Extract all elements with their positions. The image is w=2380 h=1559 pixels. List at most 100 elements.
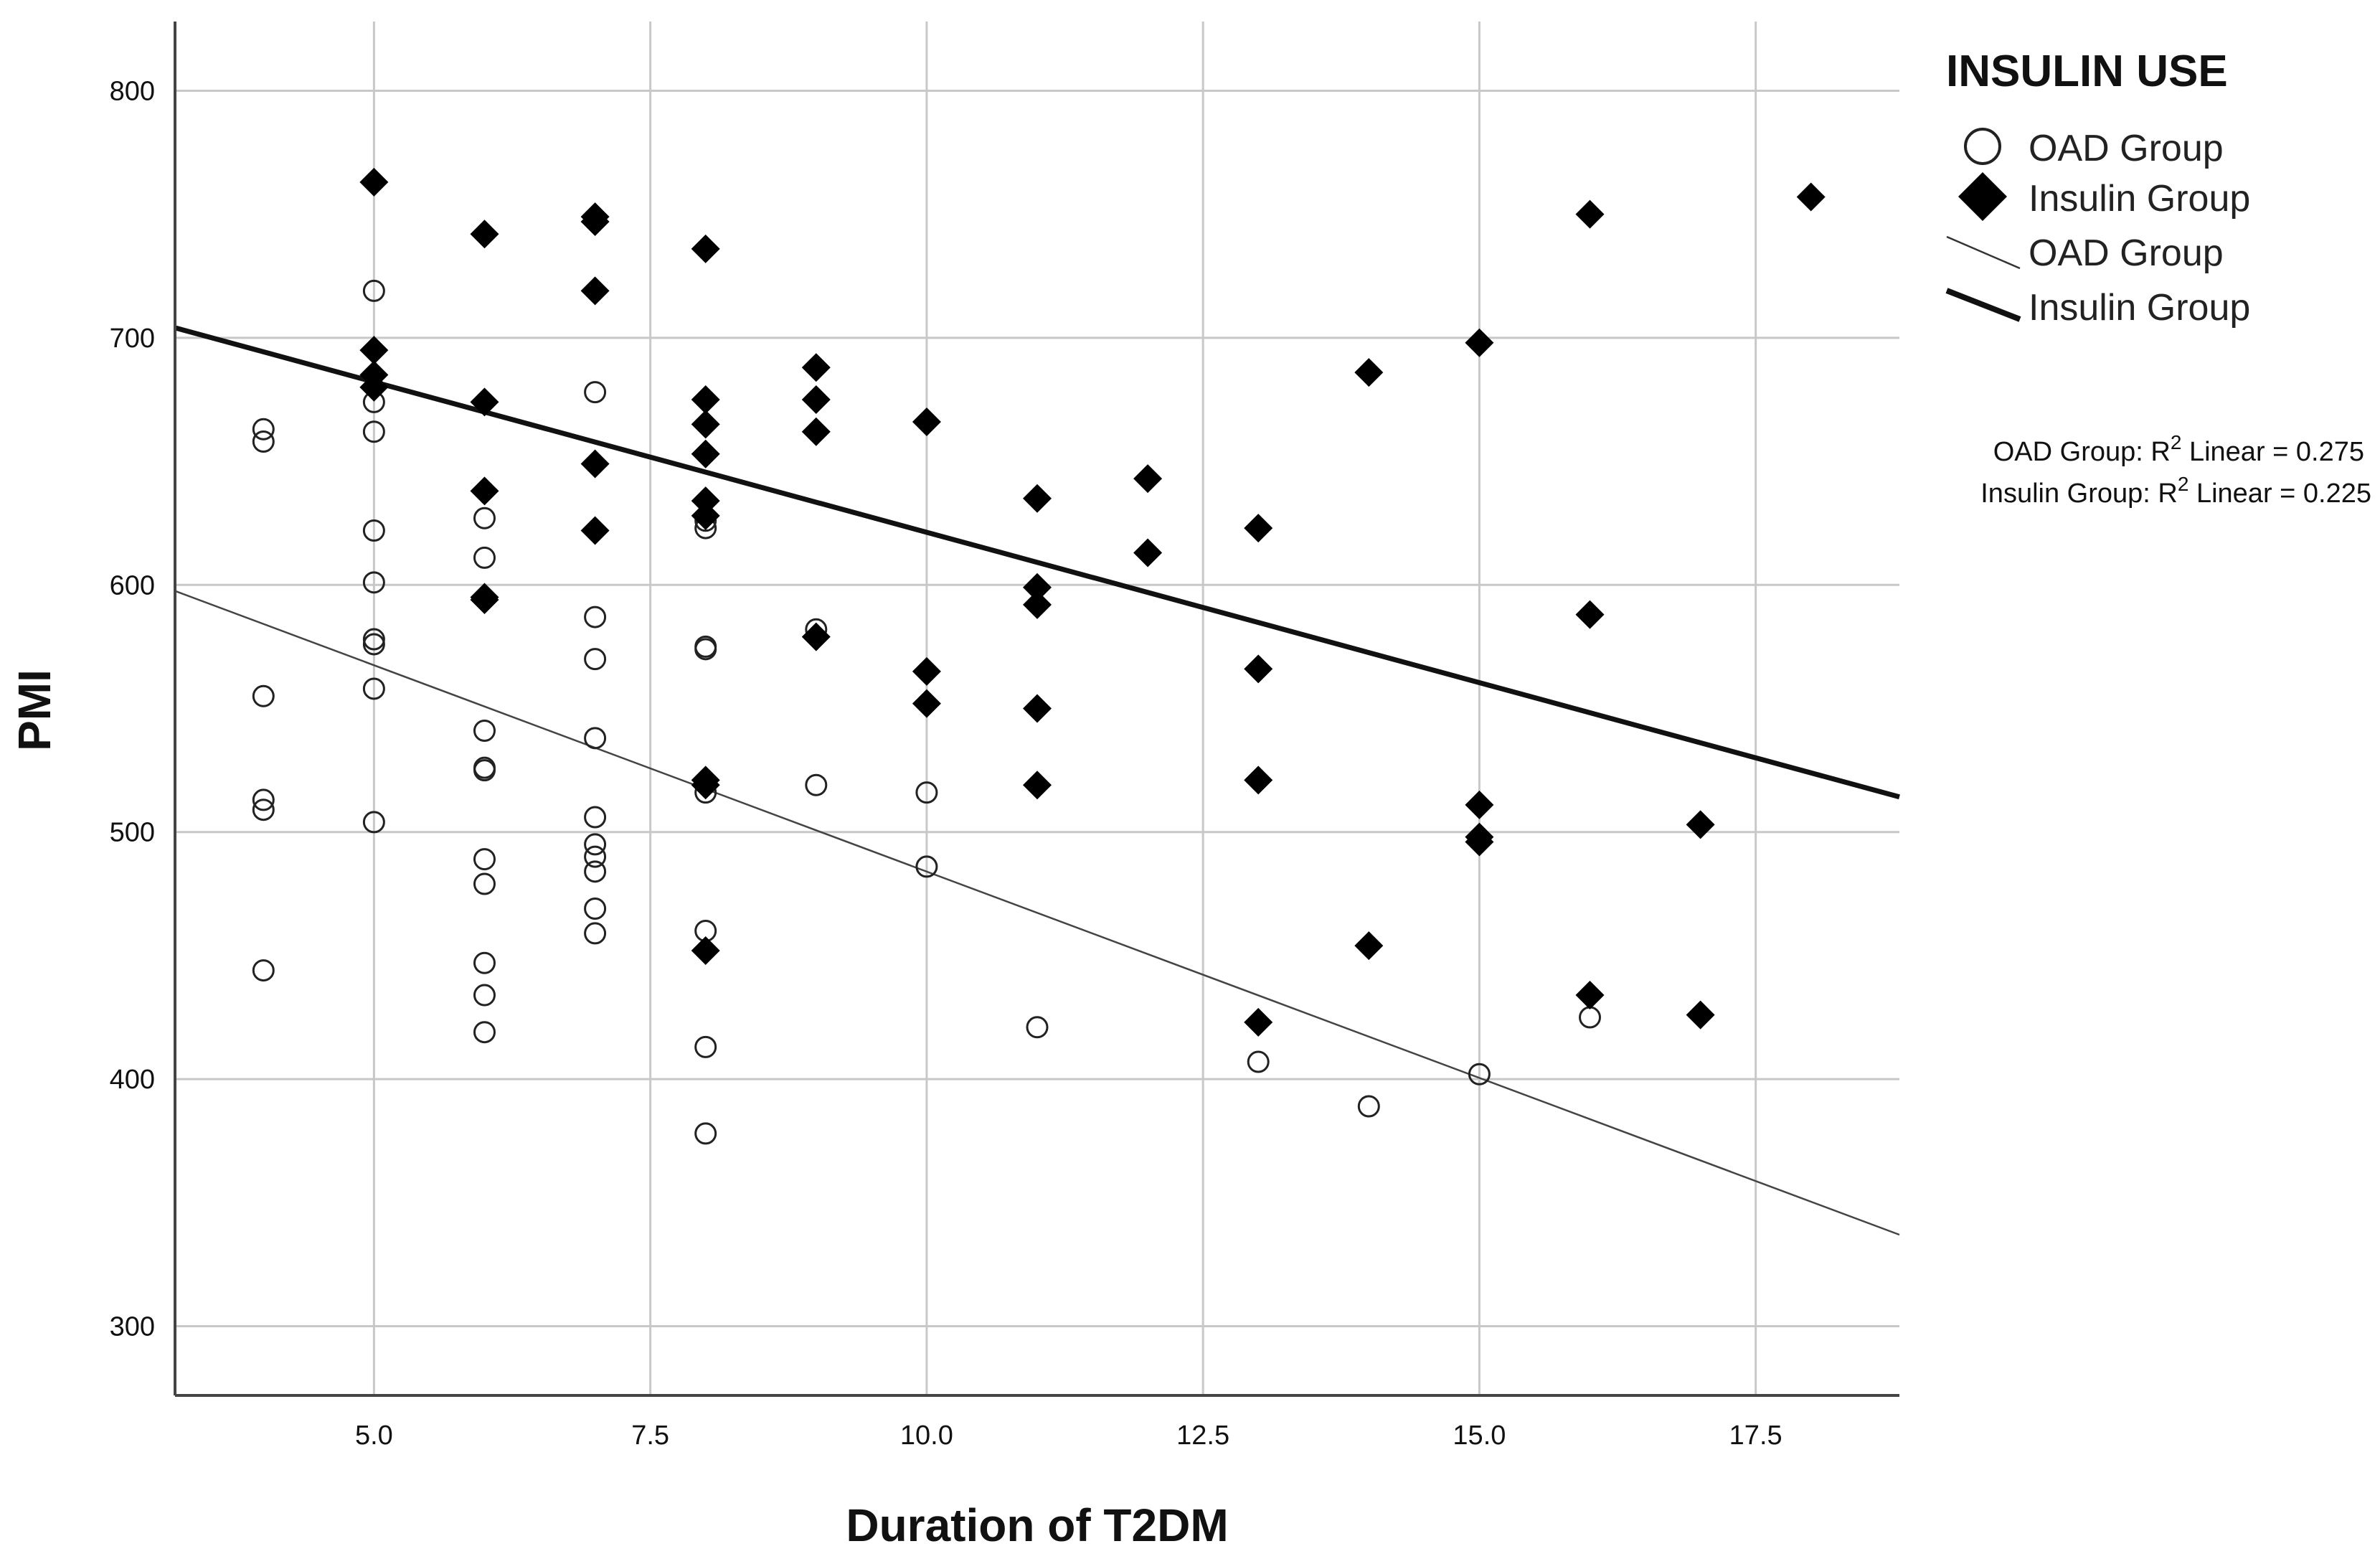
oad-point — [584, 381, 607, 404]
grid-lines — [175, 22, 1899, 1395]
insulin-point — [1023, 484, 1052, 513]
oad-point — [473, 719, 496, 742]
insulin-point — [1023, 771, 1052, 800]
insulin-point — [470, 476, 499, 506]
oad-point — [584, 922, 607, 945]
oad-point — [1468, 1063, 1491, 1085]
y-tick-labels: 300 400 500 600 700 800 — [110, 76, 155, 1342]
insulin-point — [912, 656, 941, 686]
insulin-point — [912, 407, 941, 436]
legend-label-oad-marker: OAD Group — [2029, 128, 2224, 169]
insulin-point — [470, 387, 499, 417]
oad-point — [694, 1035, 717, 1058]
oad-point — [252, 959, 275, 982]
insulin-point — [470, 585, 499, 614]
insulin-point — [1465, 328, 1494, 357]
insulin-point — [912, 689, 941, 718]
insulin-point — [580, 276, 610, 306]
legend-label-insulin-marker: Insulin Group — [2029, 178, 2250, 220]
legend-open-circle-icon — [1964, 128, 2001, 165]
oad-point — [1357, 1095, 1380, 1118]
insulin-point — [580, 516, 610, 545]
insulin-point — [801, 622, 831, 651]
x-tick-label: 5.0 — [355, 1421, 393, 1451]
insulin-point — [1244, 766, 1273, 795]
legend-filled-diamond-icon — [1958, 172, 2007, 221]
x-axis-title: Duration of T2DM — [846, 1499, 1228, 1551]
y-tick-label: 500 — [110, 818, 155, 848]
x-tick-labels: 5.0 7.5 10.0 12.5 15.0 17.5 — [355, 1421, 1782, 1451]
oad-point — [252, 799, 275, 821]
oad-point — [584, 648, 607, 671]
insulin-point — [1023, 590, 1052, 619]
oad-point — [362, 628, 385, 651]
insulin-point — [1686, 810, 1715, 839]
insulin-point — [470, 220, 499, 249]
oad-point — [473, 848, 496, 871]
y-tick-label: 300 — [110, 1312, 155, 1342]
oad-point — [252, 430, 275, 453]
oad-point — [252, 684, 275, 707]
insulin-point — [1465, 827, 1494, 857]
data-points — [252, 167, 1826, 1145]
oad-point — [1247, 1050, 1270, 1073]
insulin-point — [580, 449, 610, 479]
insulin-point — [1354, 358, 1384, 387]
insulin-point — [1354, 931, 1384, 961]
oad-point — [473, 1021, 496, 1044]
oad-point — [1026, 1016, 1049, 1039]
oad-point — [584, 860, 607, 883]
oad-point — [362, 633, 385, 656]
insulin-point — [1686, 1000, 1715, 1030]
oad-point — [362, 279, 385, 302]
oad-fit-line — [174, 590, 1900, 1236]
insulin-point — [359, 167, 389, 197]
insulin-point — [359, 336, 389, 365]
insulin-fit-line — [174, 325, 1900, 800]
legend-title: INSULIN USE — [1946, 47, 2228, 96]
oad-point — [584, 845, 607, 868]
insulin-point — [1244, 1007, 1273, 1037]
oad-point — [584, 727, 607, 750]
y-tick-label: 700 — [110, 324, 155, 354]
oad-point — [694, 638, 717, 661]
insulin-point — [801, 417, 831, 446]
oad-point — [473, 872, 496, 895]
fit-lines — [174, 325, 1900, 1236]
oad-point — [362, 571, 385, 594]
oad-point — [915, 855, 938, 878]
insulin-point — [1465, 790, 1494, 819]
insulin-point — [1244, 654, 1273, 684]
y-tick-label: 800 — [110, 76, 155, 106]
x-tick-label: 12.5 — [1176, 1421, 1229, 1451]
legend-label-insulin-line: Insulin Group — [2029, 287, 2250, 329]
insulin-point — [1575, 199, 1605, 229]
legend-label-oad-line: OAD Group — [2029, 232, 2224, 274]
insulin-point — [691, 771, 720, 800]
oad-point — [362, 811, 385, 834]
insulin-point — [691, 410, 720, 439]
x-tick-label: 17.5 — [1729, 1421, 1782, 1451]
oad-point — [694, 1122, 717, 1145]
oad-point — [473, 507, 496, 529]
oad-point — [584, 833, 607, 856]
insulin-point — [691, 385, 720, 414]
insulin-point — [691, 501, 720, 530]
insulin-point — [1133, 538, 1163, 567]
insulin-point — [691, 936, 720, 966]
oad-point — [584, 806, 607, 829]
oad-point — [252, 788, 275, 811]
insulin-point — [1023, 694, 1052, 723]
fit-note-oad: OAD Group: R2 Linear = 0.275 — [1993, 431, 2364, 467]
legend-thick-line-icon — [1945, 288, 2021, 322]
legend: INSULIN USE OAD Group Insulin Group OAD … — [1945, 47, 2250, 329]
insulin-point — [801, 385, 831, 414]
oad-point — [362, 677, 385, 700]
insulin-point — [580, 207, 610, 236]
oad-point — [473, 951, 496, 974]
insulin-point — [1133, 464, 1163, 494]
insulin-point — [359, 372, 389, 402]
fit-note-insulin: Insulin Group: R2 Linear = 0.225 — [1980, 473, 2371, 509]
